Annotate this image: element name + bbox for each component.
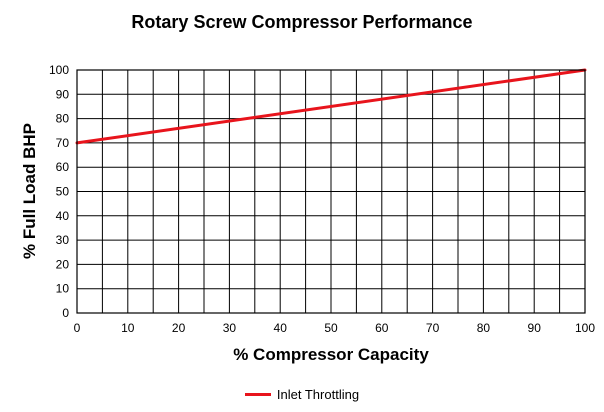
y-tick-label: 100 <box>49 63 69 77</box>
y-tick-label: 50 <box>56 185 70 199</box>
legend-swatch-inlet-throttling <box>244 393 271 397</box>
x-tick-label: 70 <box>426 321 440 335</box>
tick-labels: 0 10 20 30 40 50 60 70 80 90 100 0 10 20 30 40 50 60 70 80 9… <box>49 63 595 335</box>
x-tick-label: 100 <box>575 321 595 335</box>
plot-frame <box>76 69 586 314</box>
y-tick-label: 80 <box>56 112 70 126</box>
y-tick-label: 40 <box>56 209 70 223</box>
legend: Inlet Throttling <box>0 386 604 402</box>
y-tick-label: 10 <box>56 282 70 296</box>
series-line-inlet-throttling <box>75 68 587 145</box>
x-tick-label: 0 <box>74 321 81 335</box>
x-tick-label: 10 <box>121 321 135 335</box>
x-tick-label: 60 <box>375 321 389 335</box>
x-tick-label: 20 <box>172 321 186 335</box>
x-tick-label: 80 <box>477 321 491 335</box>
chart-title: Rotary Screw Compressor Performance <box>131 12 473 32</box>
x-tick-label: 90 <box>528 321 542 335</box>
x-tick-label: 40 <box>274 321 288 335</box>
y-tick-label: 20 <box>56 257 70 271</box>
legend-label-inlet-throttling: Inlet Throttling <box>276 387 360 403</box>
y-tick-label: 60 <box>56 160 70 174</box>
y-tick-label: 0 <box>62 306 69 320</box>
y-tick-label: 70 <box>56 136 70 150</box>
y-axis-label: % Full Load BHP <box>20 123 39 259</box>
x-tick-label: 30 <box>223 321 237 335</box>
y-tick-label: 30 <box>56 233 70 247</box>
x-axis-label: % Compressor Capacity <box>233 345 429 364</box>
x-tick-label: 50 <box>324 321 338 335</box>
y-tick-label: 90 <box>56 87 70 101</box>
series-lines <box>75 68 587 145</box>
